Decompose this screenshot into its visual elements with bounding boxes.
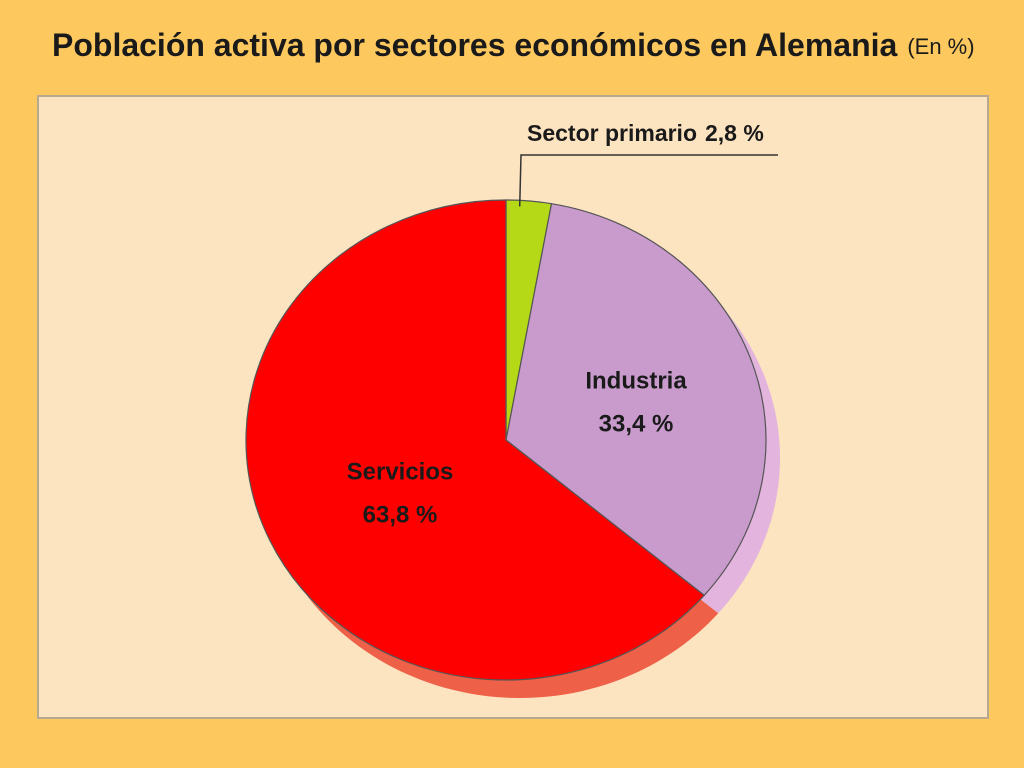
value-label: 2,8 % — [705, 120, 764, 146]
labels: Sector primario 2,8 % Industria 33,4 % Servi… — [347, 120, 778, 528]
category-label: Sector primario — [527, 120, 697, 146]
value-label: 63,8 % — [363, 501, 438, 528]
title-text: Población activa por sectores económicos… — [52, 27, 898, 63]
category-label: Servicios — [347, 458, 454, 485]
slice — [505, 203, 767, 597]
value-label: 33,4 % — [599, 410, 674, 437]
chart-title: Población activa por sectores económicos… — [52, 27, 975, 63]
category-label: Industria — [585, 367, 687, 394]
subtitle: (En %) — [907, 34, 974, 59]
pie — [245, 199, 767, 681]
slice — [245, 199, 706, 681]
slice-label: Sector primario 2,8 % — [527, 120, 764, 146]
leader-line — [518, 154, 778, 207]
